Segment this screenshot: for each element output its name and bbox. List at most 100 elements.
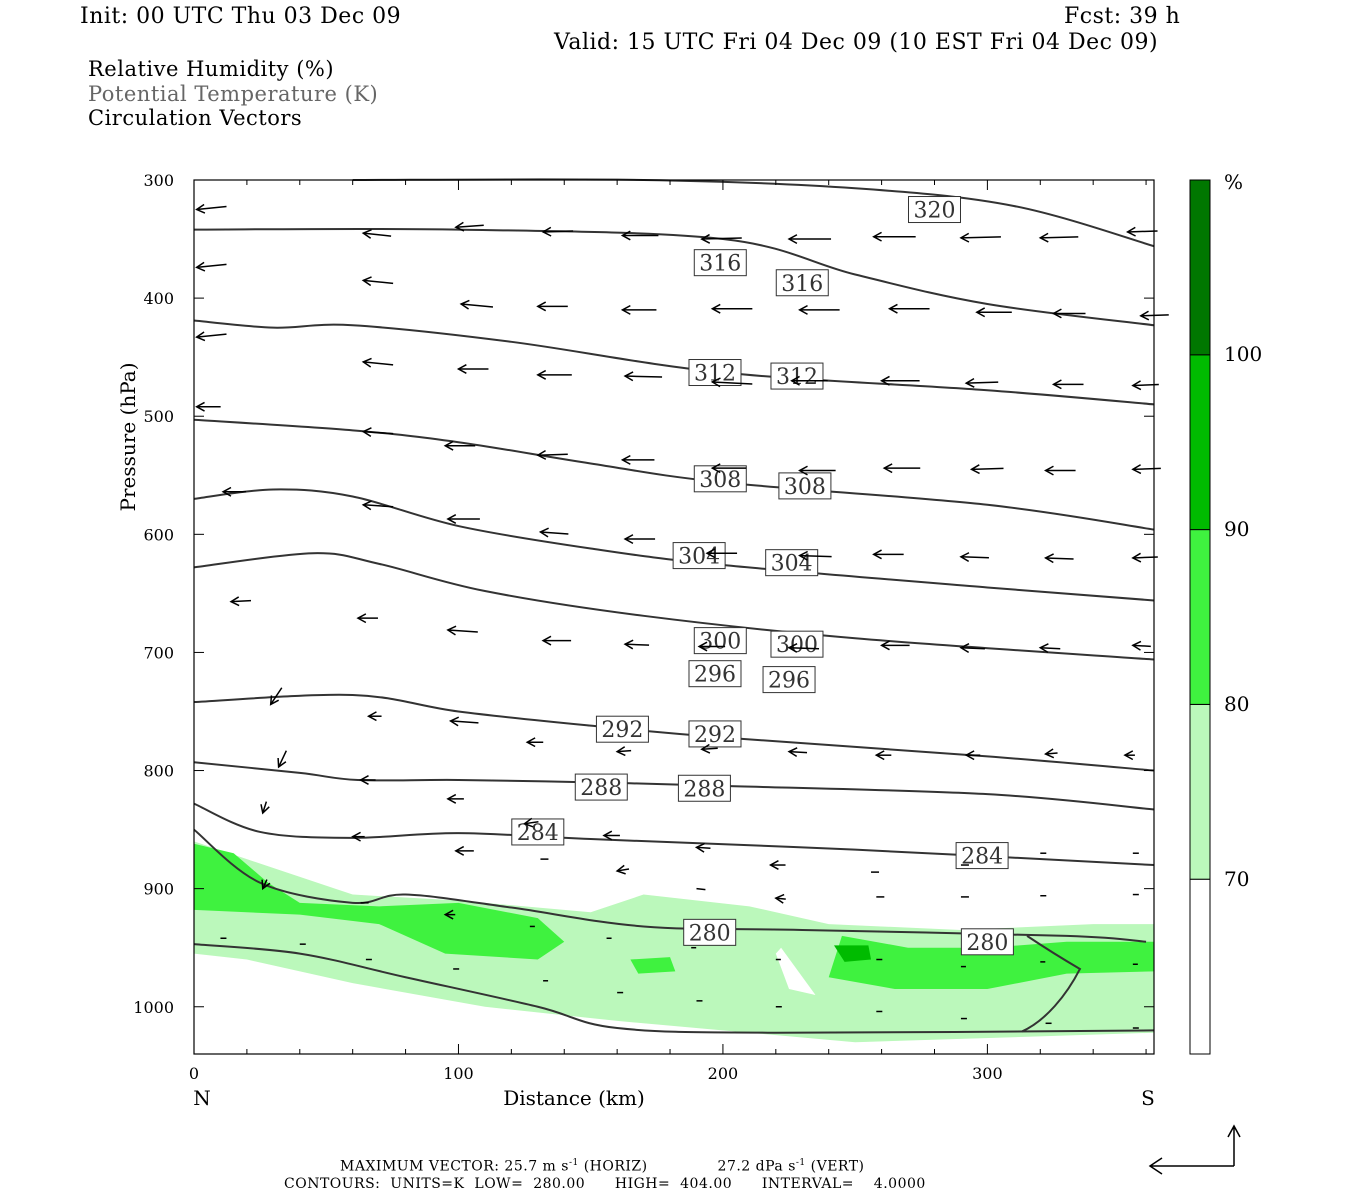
y-tick-label: 500: [143, 407, 174, 426]
theta-contour-312: [193, 319, 1155, 406]
circulation-vector: [538, 527, 569, 538]
circulation-vector: [602, 830, 620, 841]
x-tick-label: 0: [189, 1064, 199, 1083]
circulation-vector: [260, 801, 270, 815]
circulation-vector: [1123, 750, 1135, 761]
circulation-vector: [1125, 226, 1158, 237]
theta-label-316-0: 316: [699, 252, 741, 277]
circulation-vector: [448, 716, 479, 727]
north-label: N: [193, 1086, 211, 1110]
max-vector-horiz: MAXIMUM VECTOR: 25.7 m s: [340, 1158, 569, 1175]
circulation-vector: [541, 226, 574, 237]
theta-contour-300: [193, 552, 1155, 661]
circulation-vector: [269, 687, 283, 706]
field-label-potential-temperature: Potential Temperature (K): [88, 82, 379, 106]
circulation-vector: [459, 299, 494, 310]
theta-contour-296: [193, 693, 1155, 772]
colorbar-label-90: 90: [1224, 517, 1250, 541]
colorbar-segment: [1189, 179, 1211, 356]
theta-label-box-316-0: [693, 249, 747, 277]
init-time: Init: 00 UTC Thu 03 Dec 09: [80, 4, 402, 29]
circulation-vector: [969, 464, 1004, 475]
circulation-vector: [615, 864, 630, 875]
circulation-vector: [874, 750, 892, 761]
circulation-vector: [523, 817, 539, 828]
x-tick-label: 100: [443, 1064, 474, 1083]
colorbar: [1189, 179, 1211, 1055]
circulation-vector: [536, 449, 568, 460]
circulation-vector: [541, 635, 572, 646]
circulation-vector: [366, 711, 382, 722]
max-vector-horiz-tag: (HORIZ): [583, 1158, 648, 1175]
circulation-vector: [696, 887, 706, 891]
circulation-vector: [221, 486, 247, 497]
circulation-vector: [361, 229, 392, 239]
rh-band-80-90-south: [828, 935, 1154, 990]
circulation-vector: [710, 463, 747, 474]
theta-label-box-312-1: [770, 362, 824, 390]
theta-label-292-0: 292: [601, 718, 643, 743]
theta-label-284-0: 284: [517, 821, 559, 846]
theta-contour-320: [352, 178, 1155, 248]
theta-label-292-1: 292: [694, 723, 736, 748]
horizontal-reference-arrow: [1148, 1157, 1234, 1175]
rh-band-80-90-small: [630, 957, 676, 974]
max-vector-text: MAXIMUM VECTOR: 25.7 m s-1 (HORIZ) 27.2 …: [340, 1158, 865, 1175]
circulation-vector: [446, 793, 464, 804]
vertical-reference-arrow: [1227, 1124, 1241, 1166]
circulation-vector: [443, 440, 476, 451]
circulation-vector: [872, 231, 916, 242]
circulation-vector: [787, 234, 832, 245]
theta-label-box-284-0: [511, 818, 565, 846]
rh-band-90-100: [834, 945, 872, 962]
y-axis-label: Pressure (hPa): [116, 363, 140, 512]
circulation-vector: [1051, 308, 1086, 319]
circulation-vector: [446, 513, 480, 524]
circulation-vector: [1131, 464, 1161, 475]
theta-label-280-0: 280: [689, 921, 731, 946]
contour-info: CONTOURS: UNITS=K LOW= 280.00 HIGH= 404.…: [284, 1176, 926, 1192]
circulation-vector: [620, 304, 657, 315]
colorbar-segment: [1189, 354, 1211, 531]
theta-label-308-0: 308: [699, 468, 741, 493]
theta-label-box-292-0: [595, 715, 649, 743]
circulation-vectors: [195, 203, 1169, 1029]
theta-contour-292: [193, 761, 1155, 811]
circulation-vector: [959, 552, 989, 563]
y-tick-label: 300: [143, 171, 174, 190]
circulation-vector: [623, 639, 650, 650]
theta-label-box-316-1: [775, 269, 829, 297]
relative-humidity-fill: [194, 841, 1154, 1043]
theta-label-box-288-0: [574, 773, 628, 801]
rh-gap: [775, 947, 816, 995]
circulation-vector: [195, 261, 227, 272]
circulation-vector: [536, 369, 572, 380]
colorbar-unit-label: %: [1224, 170, 1244, 194]
theta-label-box-292-1: [688, 720, 742, 748]
circulation-vector: [361, 427, 394, 438]
theta-contour-316: [193, 227, 1155, 327]
colorbar-label-100: 100: [1224, 342, 1263, 366]
circulation-vector: [1044, 748, 1058, 759]
circulation-vector: [443, 909, 456, 920]
circulation-vector: [975, 307, 1012, 318]
theta-label-box-296-0: [688, 660, 742, 688]
circulation-vector: [1044, 465, 1076, 476]
circulation-vector: [705, 548, 738, 559]
theta-contour-280: [193, 943, 1155, 1034]
circulation-vector: [959, 643, 985, 653]
circulation-vector: [882, 463, 921, 474]
colorbar-label-70: 70: [1224, 867, 1250, 891]
exp-h: -1: [568, 1158, 579, 1168]
circulation-vector: [798, 304, 840, 315]
circulation-vector: [964, 377, 999, 388]
circulation-vector: [787, 642, 820, 653]
circulation-vector: [964, 750, 981, 761]
plot-border: [193, 179, 1155, 1055]
exp-v: -1: [795, 1158, 806, 1168]
circulation-vector: [361, 357, 394, 368]
circulation-vector: [1131, 640, 1151, 651]
valid-time: Valid: 15 UTC Fri 04 Dec 09 (10 EST Fri …: [554, 30, 1159, 55]
circulation-vector: [1044, 553, 1074, 564]
